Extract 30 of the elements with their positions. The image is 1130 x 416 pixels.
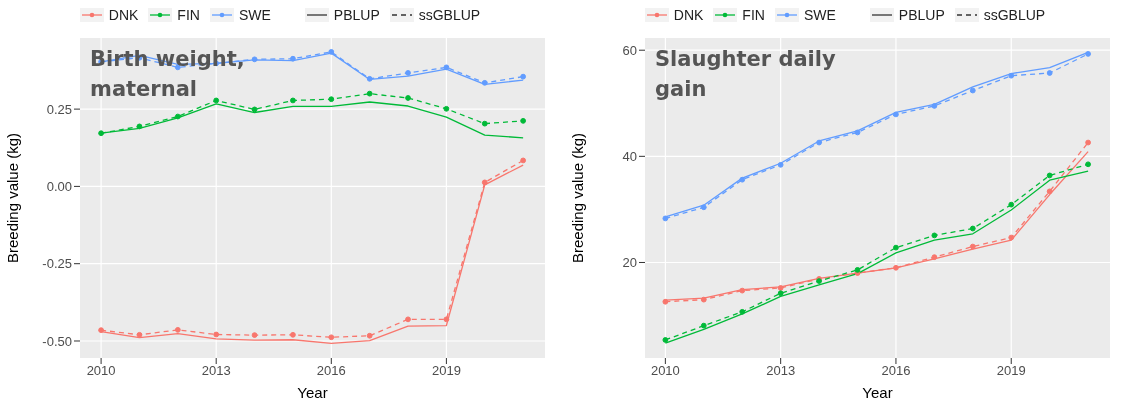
- x-tick-label: 2016: [316, 363, 346, 379]
- y-axis-title: Breeding value (kg): [569, 132, 587, 264]
- x-tick-label: 2019: [996, 363, 1026, 379]
- text: PBLUP: [333, 7, 380, 23]
- x-tick-label: 2019: [431, 363, 461, 379]
- y-tick-label: -0.50: [42, 333, 72, 349]
- y-tick-label: 0.00: [46, 179, 72, 195]
- legend-label: FIN: [742, 7, 765, 23]
- legend-label: DNK: [108, 7, 139, 23]
- text: ssGBLUP: [983, 7, 1046, 23]
- y-tick-label: 40: [622, 148, 637, 164]
- x-tick-label: 2016: [881, 363, 911, 379]
- x-axis-title: Year: [862, 384, 893, 401]
- y-axis-title: Breeding value (kg): [4, 132, 22, 264]
- text: ssGBLUP: [418, 7, 481, 23]
- legend-label: DNK: [673, 7, 704, 23]
- y-tick-label: 0.25: [46, 101, 72, 117]
- x-tick-label: 2013: [201, 363, 231, 379]
- x-tick-label: 2010: [650, 363, 680, 379]
- y-tick-label: 20: [622, 255, 637, 271]
- y-tick-label: 60: [622, 42, 637, 58]
- y-tick-label: -0.25: [42, 256, 72, 272]
- text: PBLUP: [898, 7, 945, 23]
- legend-label: SWE: [803, 7, 836, 23]
- x-tick-label: 2013: [766, 363, 796, 379]
- text: Slaughter daily gain: [655, 46, 837, 103]
- legend-label: SWE: [238, 7, 271, 23]
- x-tick-label: 2010: [86, 363, 116, 379]
- legend-label: FIN: [177, 7, 200, 23]
- x-axis-title: Year: [297, 384, 328, 401]
